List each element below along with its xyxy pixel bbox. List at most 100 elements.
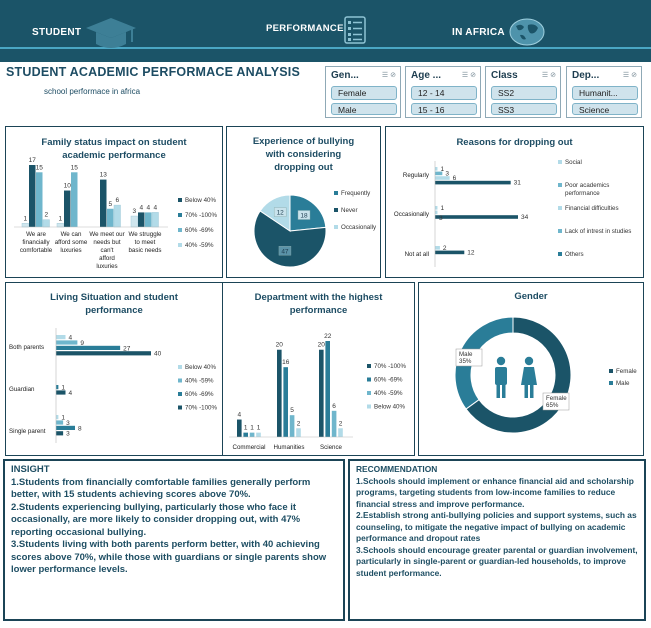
bar: [71, 172, 78, 227]
legend-swatch: [178, 243, 182, 247]
bar: [56, 223, 64, 228]
data-label: 1: [244, 425, 248, 432]
slice-label-box: [455, 348, 483, 367]
globe-icon: [509, 18, 545, 46]
data-label: 5: [290, 407, 294, 414]
bar: [36, 172, 43, 227]
slicer-item-humanities[interactable]: Humanit...: [572, 86, 638, 100]
insight-point: 1.Students from financially comfortable …: [11, 476, 311, 501]
data-label: 3: [439, 215, 443, 222]
bar: [56, 390, 66, 395]
slicer-item-ss3[interactable]: SS3: [491, 103, 557, 115]
bar: [331, 410, 337, 437]
slicer-item-male[interactable]: Male: [331, 103, 397, 115]
bar: [56, 335, 66, 340]
x-tick-label: to meet: [135, 239, 156, 246]
banner: STUDENT PERFORMANCE IN AFRICA: [0, 0, 651, 62]
legend-swatch: [367, 404, 371, 409]
bar: [56, 385, 59, 390]
insight-point: 2.Students experiencing bullying, partic…: [11, 501, 301, 538]
insight-point: 3.Students living with both parents perf…: [11, 539, 327, 575]
legend-swatch: [334, 208, 338, 212]
legend-swatch: [178, 405, 182, 410]
data-label: 15: [71, 164, 79, 171]
bar: [130, 215, 138, 228]
data-label: 20: [318, 342, 326, 349]
legend-label: Male: [616, 380, 630, 387]
data-label: 1: [23, 215, 27, 222]
page-title: STUDENT ACADEMIC PERFORMACE ANALYSIS: [6, 65, 301, 79]
bar: [435, 176, 450, 180]
bar: [56, 415, 59, 420]
x-tick-label: luxuries: [96, 263, 117, 270]
department-slicer[interactable]: Dep... ☰ ⊘ Humanit... Science: [566, 66, 642, 118]
bar: [56, 340, 78, 345]
slice-value: 65%: [546, 402, 559, 409]
bar: [325, 341, 330, 437]
legend-label: Poor academics: [565, 182, 609, 189]
legend-label: 40% -59%: [374, 390, 403, 397]
recommendation-heading: RECOMMENDATION: [356, 464, 438, 474]
legend-label: Never: [341, 207, 358, 214]
data-label-box: [297, 210, 311, 220]
recommendation-box: RECOMMENDATION 1.Schools should implemen…: [348, 459, 646, 621]
filter-icon[interactable]: ☰ ⊘: [622, 72, 637, 79]
male-person-icon: [496, 384, 500, 398]
legend-swatch: [558, 229, 562, 233]
family-status-panel: Family status impact on student academic…: [5, 126, 223, 278]
bar: [435, 206, 438, 210]
slicer-item-science[interactable]: Science: [572, 103, 638, 115]
data-label: 9: [80, 340, 84, 347]
bar: [283, 367, 288, 437]
slicer-item-age-12-14[interactable]: 12 - 14: [411, 86, 477, 100]
legend-swatch: [178, 228, 182, 232]
data-label: 20: [276, 342, 284, 349]
slicer-item-ss2[interactable]: SS2: [491, 86, 557, 100]
y-tick-label: Not at all: [405, 251, 429, 258]
slicer-item-female[interactable]: Female: [331, 86, 397, 100]
bar: [29, 165, 36, 227]
data-label: 40: [154, 351, 162, 358]
slicer-item-age-15-16[interactable]: 15 - 16: [411, 103, 477, 115]
bar: [138, 212, 145, 227]
legend-swatch: [178, 365, 182, 369]
legend-label: 70% -100%: [185, 405, 217, 412]
data-label: 1: [250, 425, 254, 432]
data-label: 1: [440, 166, 444, 173]
insight-heading: INSIGHT: [11, 464, 50, 475]
banner-left-text: STUDENT: [32, 27, 82, 38]
data-label: 1: [440, 205, 444, 212]
slicer-title: Gen...: [331, 70, 359, 81]
bar: [21, 223, 29, 228]
legend-swatch: [558, 160, 562, 164]
data-label: 3: [445, 170, 449, 177]
legend-swatch: [609, 369, 613, 373]
bullying-pie-chart: 18 47 12 Frequently Never Occasionally: [253, 190, 377, 268]
filter-icon[interactable]: ☰ ⊘: [381, 72, 396, 79]
x-tick-label: We meet our: [89, 231, 124, 238]
data-label: 12: [277, 210, 285, 217]
department-panel: Department with the highest performance …: [222, 282, 415, 456]
x-tick-label: Science: [320, 444, 343, 451]
data-label: 6: [332, 403, 336, 410]
pie-slice: [253, 210, 327, 268]
class-slicer[interactable]: Class ☰ ⊘ SS2 SS3: [485, 66, 561, 118]
legend-label: Financial difficulties: [565, 205, 619, 212]
gender-slicer[interactable]: Gen... ☰ ⊘ Female Male: [325, 66, 401, 118]
x-tick-label: afford some: [55, 239, 88, 246]
bar: [338, 428, 343, 437]
filter-icon[interactable]: ☰ ⊘: [461, 72, 476, 79]
bar: [56, 345, 121, 350]
age-slicer[interactable]: Age ... ☰ ⊘ 12 - 14 15 - 16: [405, 66, 481, 118]
bar: [56, 351, 151, 356]
x-tick-label: We are: [26, 231, 46, 238]
filter-icon[interactable]: ☰ ⊘: [541, 72, 556, 79]
bar: [100, 179, 107, 227]
living-situation-panel: Living Situation and student performance…: [5, 282, 223, 456]
bar: [435, 180, 511, 185]
bar: [249, 432, 255, 437]
legend-label: 60% -69%: [374, 377, 403, 384]
female-person-icon: [530, 384, 534, 398]
banner-accent-line: [0, 47, 651, 49]
male-person-icon: [502, 384, 506, 398]
